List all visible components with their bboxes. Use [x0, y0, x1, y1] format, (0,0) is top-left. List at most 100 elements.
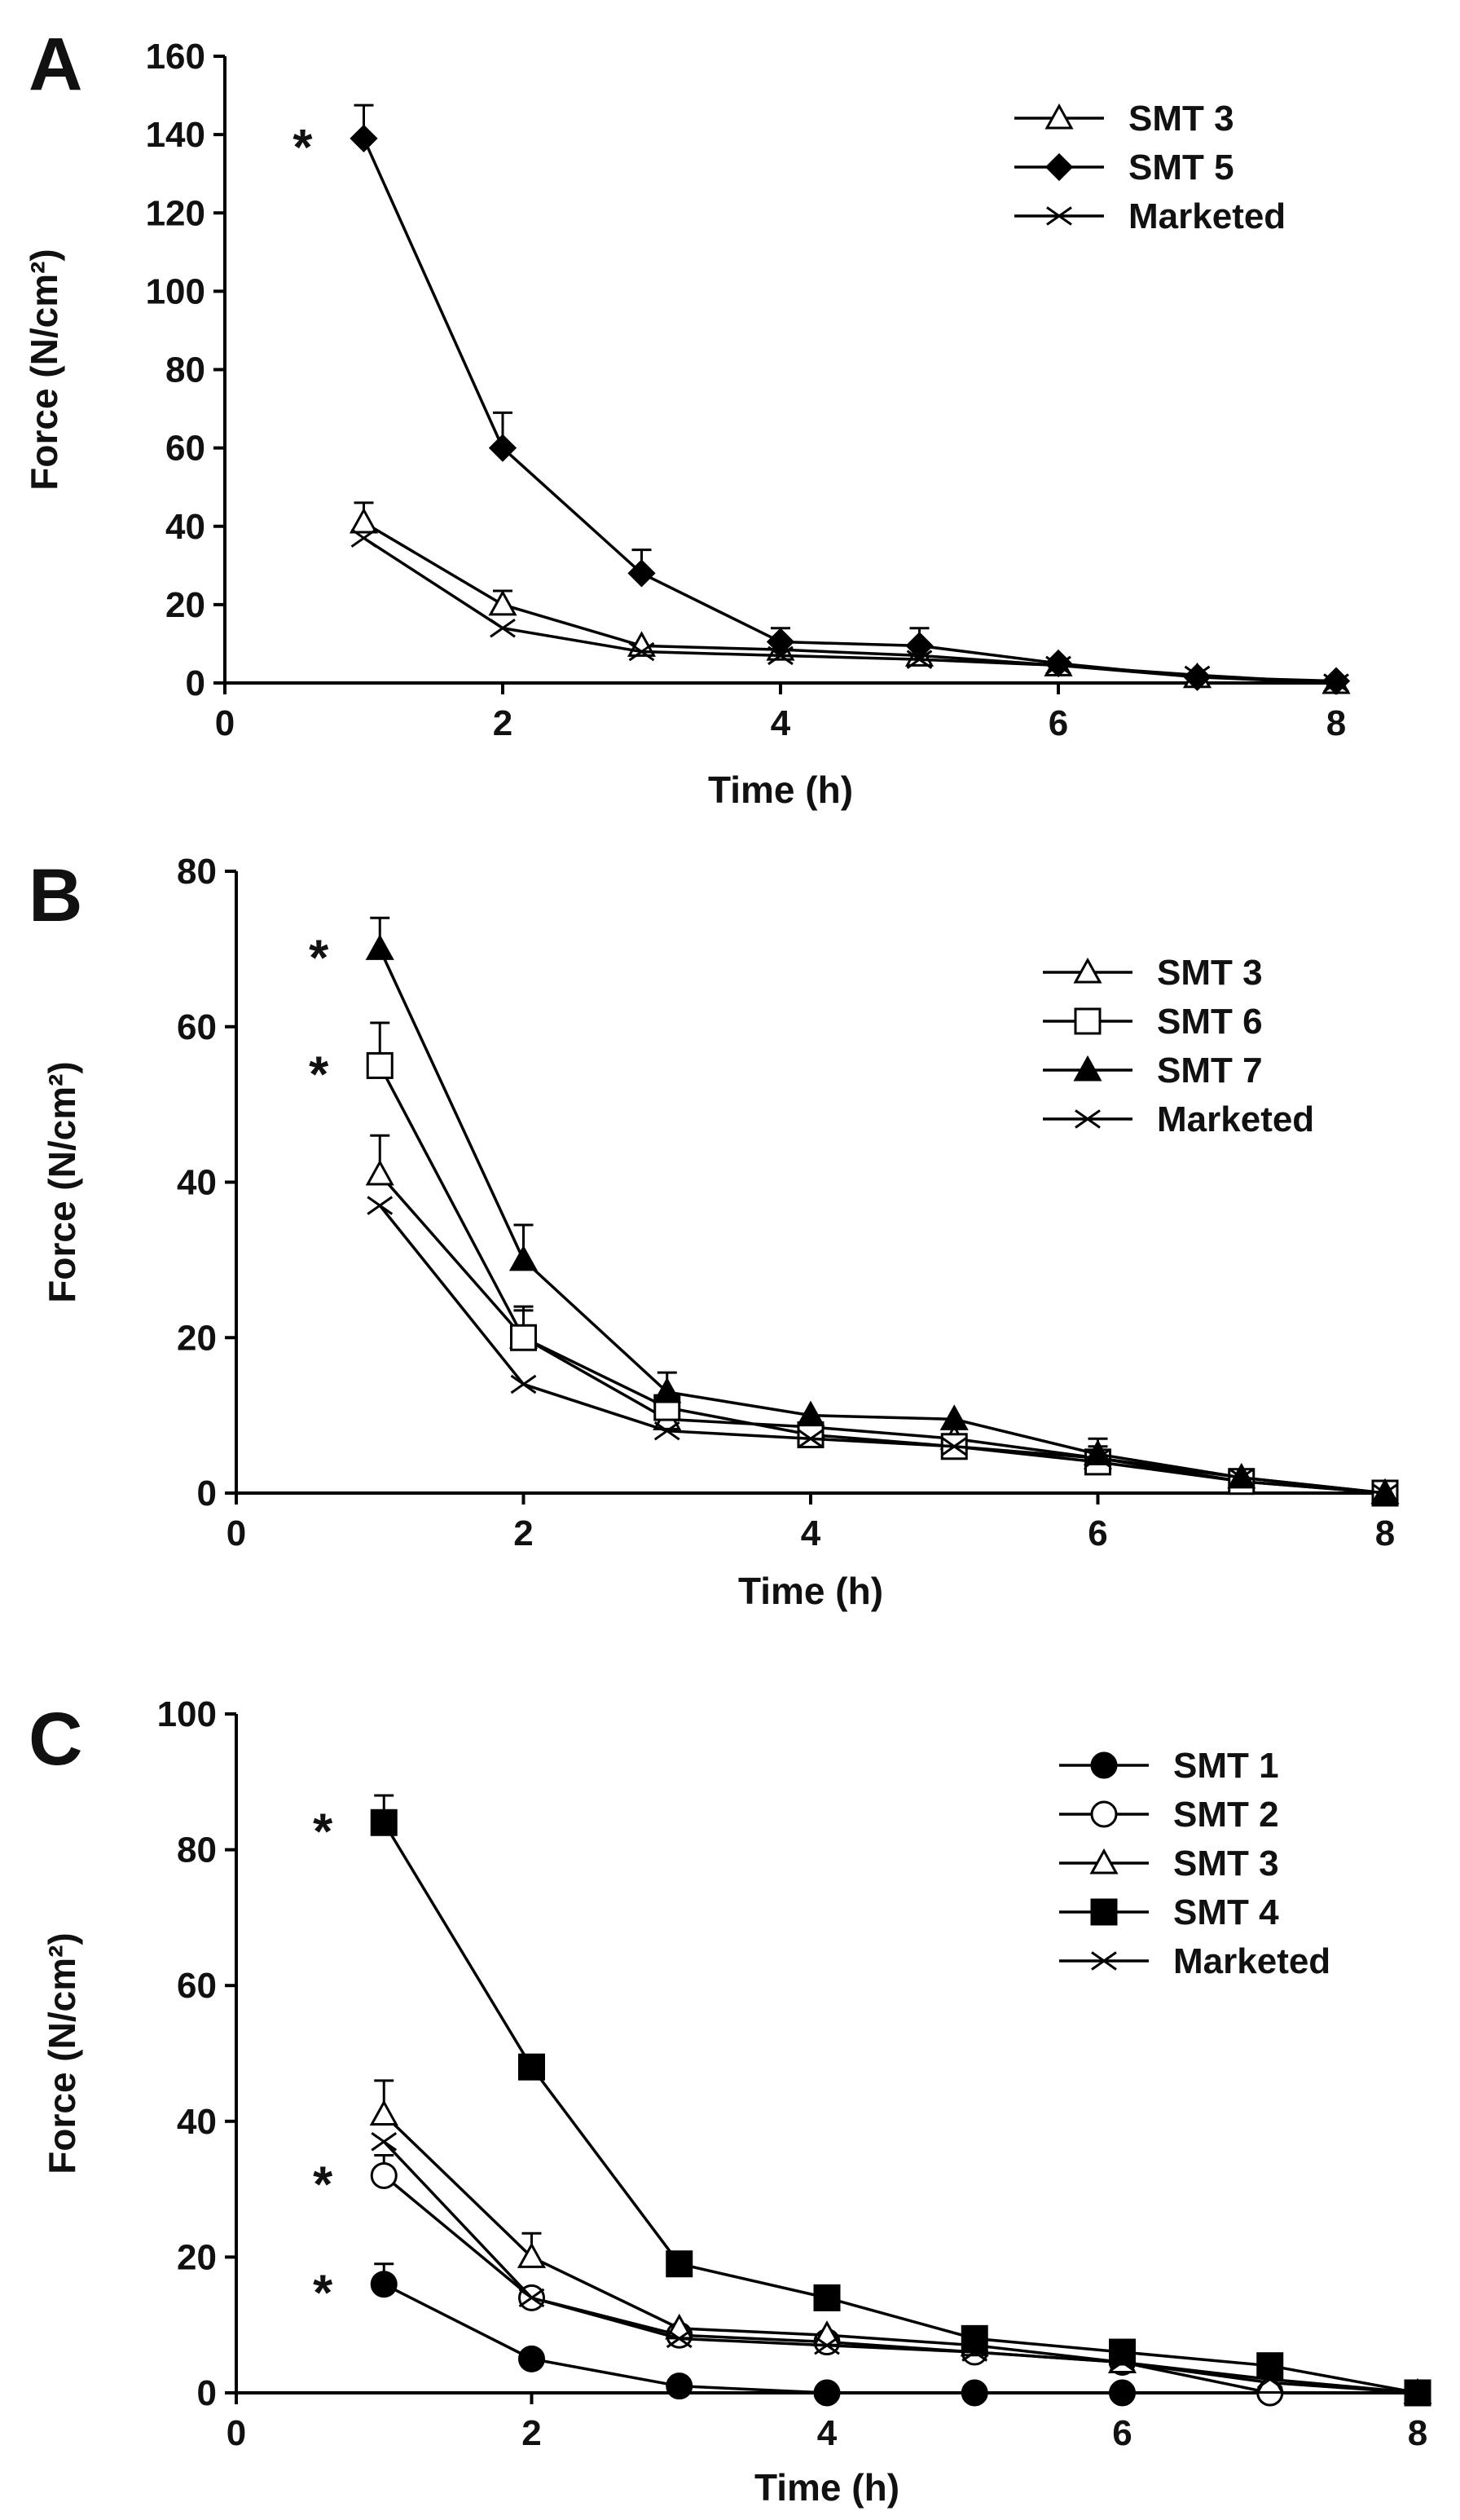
marker-x-stroke: [1228, 1468, 1255, 1487]
y-tick-label: 80: [177, 1831, 217, 1870]
marker-x-stroke: [814, 2335, 840, 2355]
legend-label: SMT 7: [1157, 1051, 1263, 1090]
legend-label: Marketed: [1128, 196, 1286, 236]
data-point: [367, 1196, 394, 1215]
data-point: [365, 934, 394, 960]
y-tick-label: 0: [197, 1474, 217, 1513]
chart-panel-b: B 0 20 40 60 80 0 2 4 6 8 Time (h) Force (N/cm²) SMT …: [29, 852, 1400, 1612]
data-point: [666, 2372, 693, 2400]
legend-marker: [1090, 1751, 1118, 1779]
series-marketed: [371, 2132, 1431, 2403]
data-point: [653, 1377, 682, 1403]
marker-x-stroke: [666, 2328, 693, 2349]
significance-asterisk: *: [313, 2266, 333, 2322]
marker-x-stroke: [1405, 2383, 1431, 2403]
y-tick-label: 80: [165, 350, 205, 390]
y-axis-title: Force (N/cm²): [41, 1932, 83, 2174]
significance-asterisk: *: [313, 1804, 333, 1860]
data-point: [798, 1429, 824, 1448]
marker-x-stroke: [1323, 673, 1349, 693]
data-point: [666, 2328, 693, 2349]
significance-asterisk: *: [309, 930, 329, 986]
legend-label: SMT 6: [1157, 1002, 1263, 1042]
significance-asterisk: *: [313, 2157, 333, 2213]
series-line: [382, 2140, 1418, 2394]
legend-marker: [1044, 152, 1074, 182]
marker-x-stroke: [961, 2342, 988, 2362]
y-tick-label: 0: [197, 2373, 217, 2413]
y-tick-label: 20: [165, 585, 205, 625]
series-line: [363, 536, 1337, 685]
x-tick-label: 2: [493, 703, 512, 743]
data-point: [814, 2335, 840, 2355]
series-smt-3: [349, 501, 1351, 694]
data-point: [1228, 1468, 1255, 1487]
legend-label: SMT 3: [1157, 953, 1263, 993]
y-tick-label: 100: [146, 271, 205, 311]
series-line: [383, 2283, 1418, 2394]
data-point: [1372, 1483, 1398, 1503]
chart-panel-a: A 0 20 40 60 80 100 120 140 160 0 2 4 6 8 Time (h) Force…: [23, 23, 1351, 811]
legend-marker: [1090, 1898, 1118, 1926]
data-point: [510, 1324, 537, 1351]
legend-label: SMT 5: [1128, 148, 1234, 187]
x-tick-label: 2: [513, 1513, 533, 1553]
marker-x-stroke: [767, 645, 794, 666]
data-point: [813, 2379, 841, 2407]
marker-x-stroke: [1109, 2352, 1136, 2372]
data-point: [666, 2250, 693, 2278]
y-tick-label: 40: [177, 2102, 217, 2142]
data-point: [370, 2161, 398, 2189]
series-smt-4: [370, 1794, 1431, 2407]
series-line: [378, 1064, 1386, 1495]
marker-x-stroke: [1075, 1109, 1101, 1129]
data-point: [371, 2132, 398, 2152]
x-tick-label: 0: [226, 1513, 246, 1553]
marker-x-stroke: [367, 1196, 394, 1215]
legend-marker: [1044, 103, 1074, 130]
data-point: [627, 559, 656, 588]
x-tick-label: 4: [771, 703, 791, 743]
data-point: [653, 1421, 680, 1441]
legend-marker: [1073, 957, 1102, 984]
x-tick-label: 0: [226, 2413, 246, 2453]
x-axis-title: Time (h): [738, 1570, 883, 1612]
data-point: [813, 2284, 841, 2311]
legend-marker: [1090, 1800, 1118, 1828]
series-line: [378, 1205, 1386, 1495]
data-point: [767, 645, 794, 666]
y-tick-label: 40: [177, 1163, 217, 1203]
x-tick-label: 6: [1049, 703, 1068, 743]
data-point: [508, 1245, 539, 1271]
data-point: [510, 1374, 537, 1394]
y-tick-label: 160: [146, 37, 205, 77]
x-tick-label: 8: [1326, 703, 1346, 743]
marker-x-stroke: [1256, 2369, 1283, 2390]
legend-marker: [1074, 1007, 1102, 1035]
data-point: [349, 507, 379, 534]
x-tick-label: 6: [1112, 2413, 1132, 2453]
chart-panel-c: C 0 20 40 60 80 100 0 2 4 6 8 Time (h) Force (N/cm²) S…: [29, 1694, 1432, 2509]
marker-x-stroke: [350, 528, 377, 548]
data-point: [961, 2342, 988, 2362]
y-tick-label: 40: [165, 507, 205, 547]
legend-marker: [1073, 1055, 1102, 1082]
y-tick-label: 60: [165, 429, 205, 469]
marker-x-stroke: [1046, 206, 1072, 226]
significance-asterisk: *: [292, 120, 313, 176]
marker-x-stroke: [518, 2288, 545, 2308]
y-tick-label: 100: [157, 1694, 217, 1734]
y-tick-label: 120: [146, 193, 205, 233]
data-point: [1323, 673, 1349, 693]
panel-label: A: [29, 23, 82, 106]
marker-x-stroke: [628, 641, 655, 662]
legend: SMT 3 SMT 6 SMT 7 Marketed: [1043, 953, 1314, 1139]
data-point: [1405, 2383, 1431, 2403]
y-tick-label: 60: [177, 1007, 217, 1047]
data-point: [370, 1808, 398, 1836]
data-point: [939, 1404, 969, 1430]
data-point: [518, 2053, 545, 2081]
legend-label: SMT 4: [1173, 1892, 1279, 1932]
data-point: [488, 589, 517, 616]
legend-marker: [1046, 206, 1072, 226]
